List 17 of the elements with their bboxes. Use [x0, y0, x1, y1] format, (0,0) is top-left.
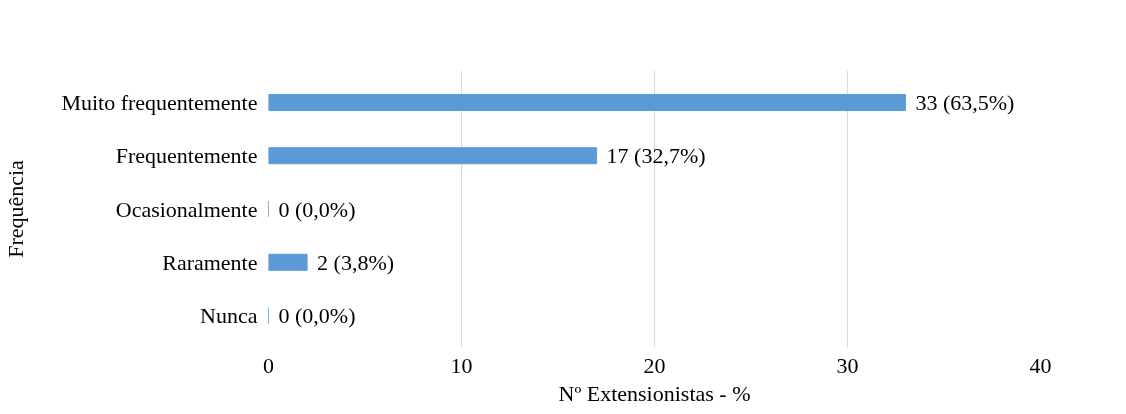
data-label: 2 (3,8%): [317, 249, 395, 275]
x-tick-label: 10: [450, 352, 473, 378]
y-tick-label: Frequentemente: [115, 143, 258, 169]
x-tick-label: 20: [643, 352, 666, 378]
data-label: 0 (0,0%): [278, 303, 356, 329]
y-tick-label: Ocasionalmente: [115, 196, 258, 222]
x-axis-title: Nº Extensionistas - %: [558, 380, 751, 406]
y-tick-label: Raramente: [162, 249, 258, 275]
x-tick-label: 30: [836, 352, 859, 378]
y-axis-title: Frequência: [3, 159, 29, 258]
data-label: 17 (32,7%): [606, 143, 706, 169]
data-label: 0 (0,0%): [278, 196, 356, 222]
y-tick-label: Nunca: [200, 303, 258, 329]
data-label: 33 (63,5%): [915, 89, 1015, 115]
x-tick-label: 0: [263, 352, 274, 378]
y-tick-label: Muito frequentemente: [61, 89, 258, 115]
x-tick-label: 40: [1029, 352, 1052, 378]
